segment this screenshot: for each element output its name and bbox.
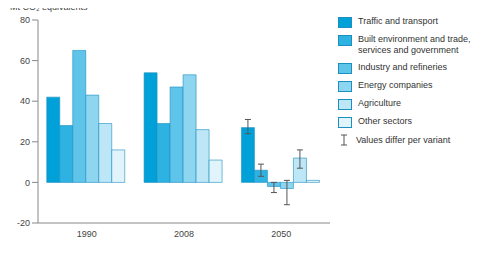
html-text:Built environment and trade, s: Built environment and trade, services an… (358, 34, 471, 55)
svg-text:2050: 2050 (271, 229, 291, 239)
html-text:Traffic and transport: Traffic and transport (358, 16, 438, 26)
svg-text:0: 0 (25, 178, 30, 188)
svg-text:20: 20 (20, 137, 30, 147)
html-text:Agriculture: Agriculture (358, 98, 401, 108)
html-text:Values differ per variant: Values differ per variant (356, 135, 451, 145)
html-text:Energy companies: Energy companies (358, 80, 433, 90)
html-text:Industry and refineries: Industry and refineries (358, 62, 447, 72)
svg-text:60: 60 (20, 56, 30, 66)
svg-text:40: 40 (20, 96, 30, 106)
svg-text:80: 80 (20, 15, 30, 25)
svg-text:-20: -20 (17, 218, 30, 228)
svg-text:1990: 1990 (77, 229, 97, 239)
html-text:Mt CO₂ equivalents: Mt CO₂ equivalents (10, 2, 88, 12)
html-text:Other sectors: Other sectors (358, 116, 412, 126)
svg-text:2008: 2008 (174, 229, 194, 239)
